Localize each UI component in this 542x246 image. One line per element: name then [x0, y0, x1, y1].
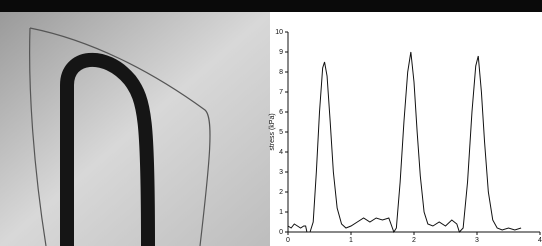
x-tick-label: 1	[349, 237, 353, 244]
y-tick-label: 10	[275, 29, 283, 36]
y-axis-label: stress (kPa)	[269, 113, 276, 150]
y-tick-label: 6	[279, 109, 283, 116]
photo	[0, 12, 270, 246]
y-tick-label: 1	[279, 209, 283, 216]
x-tick-label: 3	[475, 237, 479, 244]
y-tick-label: 9	[279, 49, 283, 56]
x-tick-label: 0	[286, 237, 290, 244]
top-bar	[0, 0, 542, 12]
y-tick-label: 3	[279, 169, 283, 176]
y-tick-label: 7	[279, 89, 283, 96]
y-tick-label: 0	[279, 229, 283, 236]
y-tick-label: 2	[279, 189, 283, 196]
x-tick-label: 2	[412, 237, 416, 244]
y-tick-label: 4	[279, 149, 283, 156]
y-tick-label: 8	[279, 69, 283, 76]
screenshot: stress (kPa) 0 1 2 3 4 5 6 7 8 9 10 0 1 2 3 4	[0, 0, 542, 246]
y-tick-label: 5	[279, 129, 283, 136]
x-tick-label: 4	[538, 237, 542, 244]
